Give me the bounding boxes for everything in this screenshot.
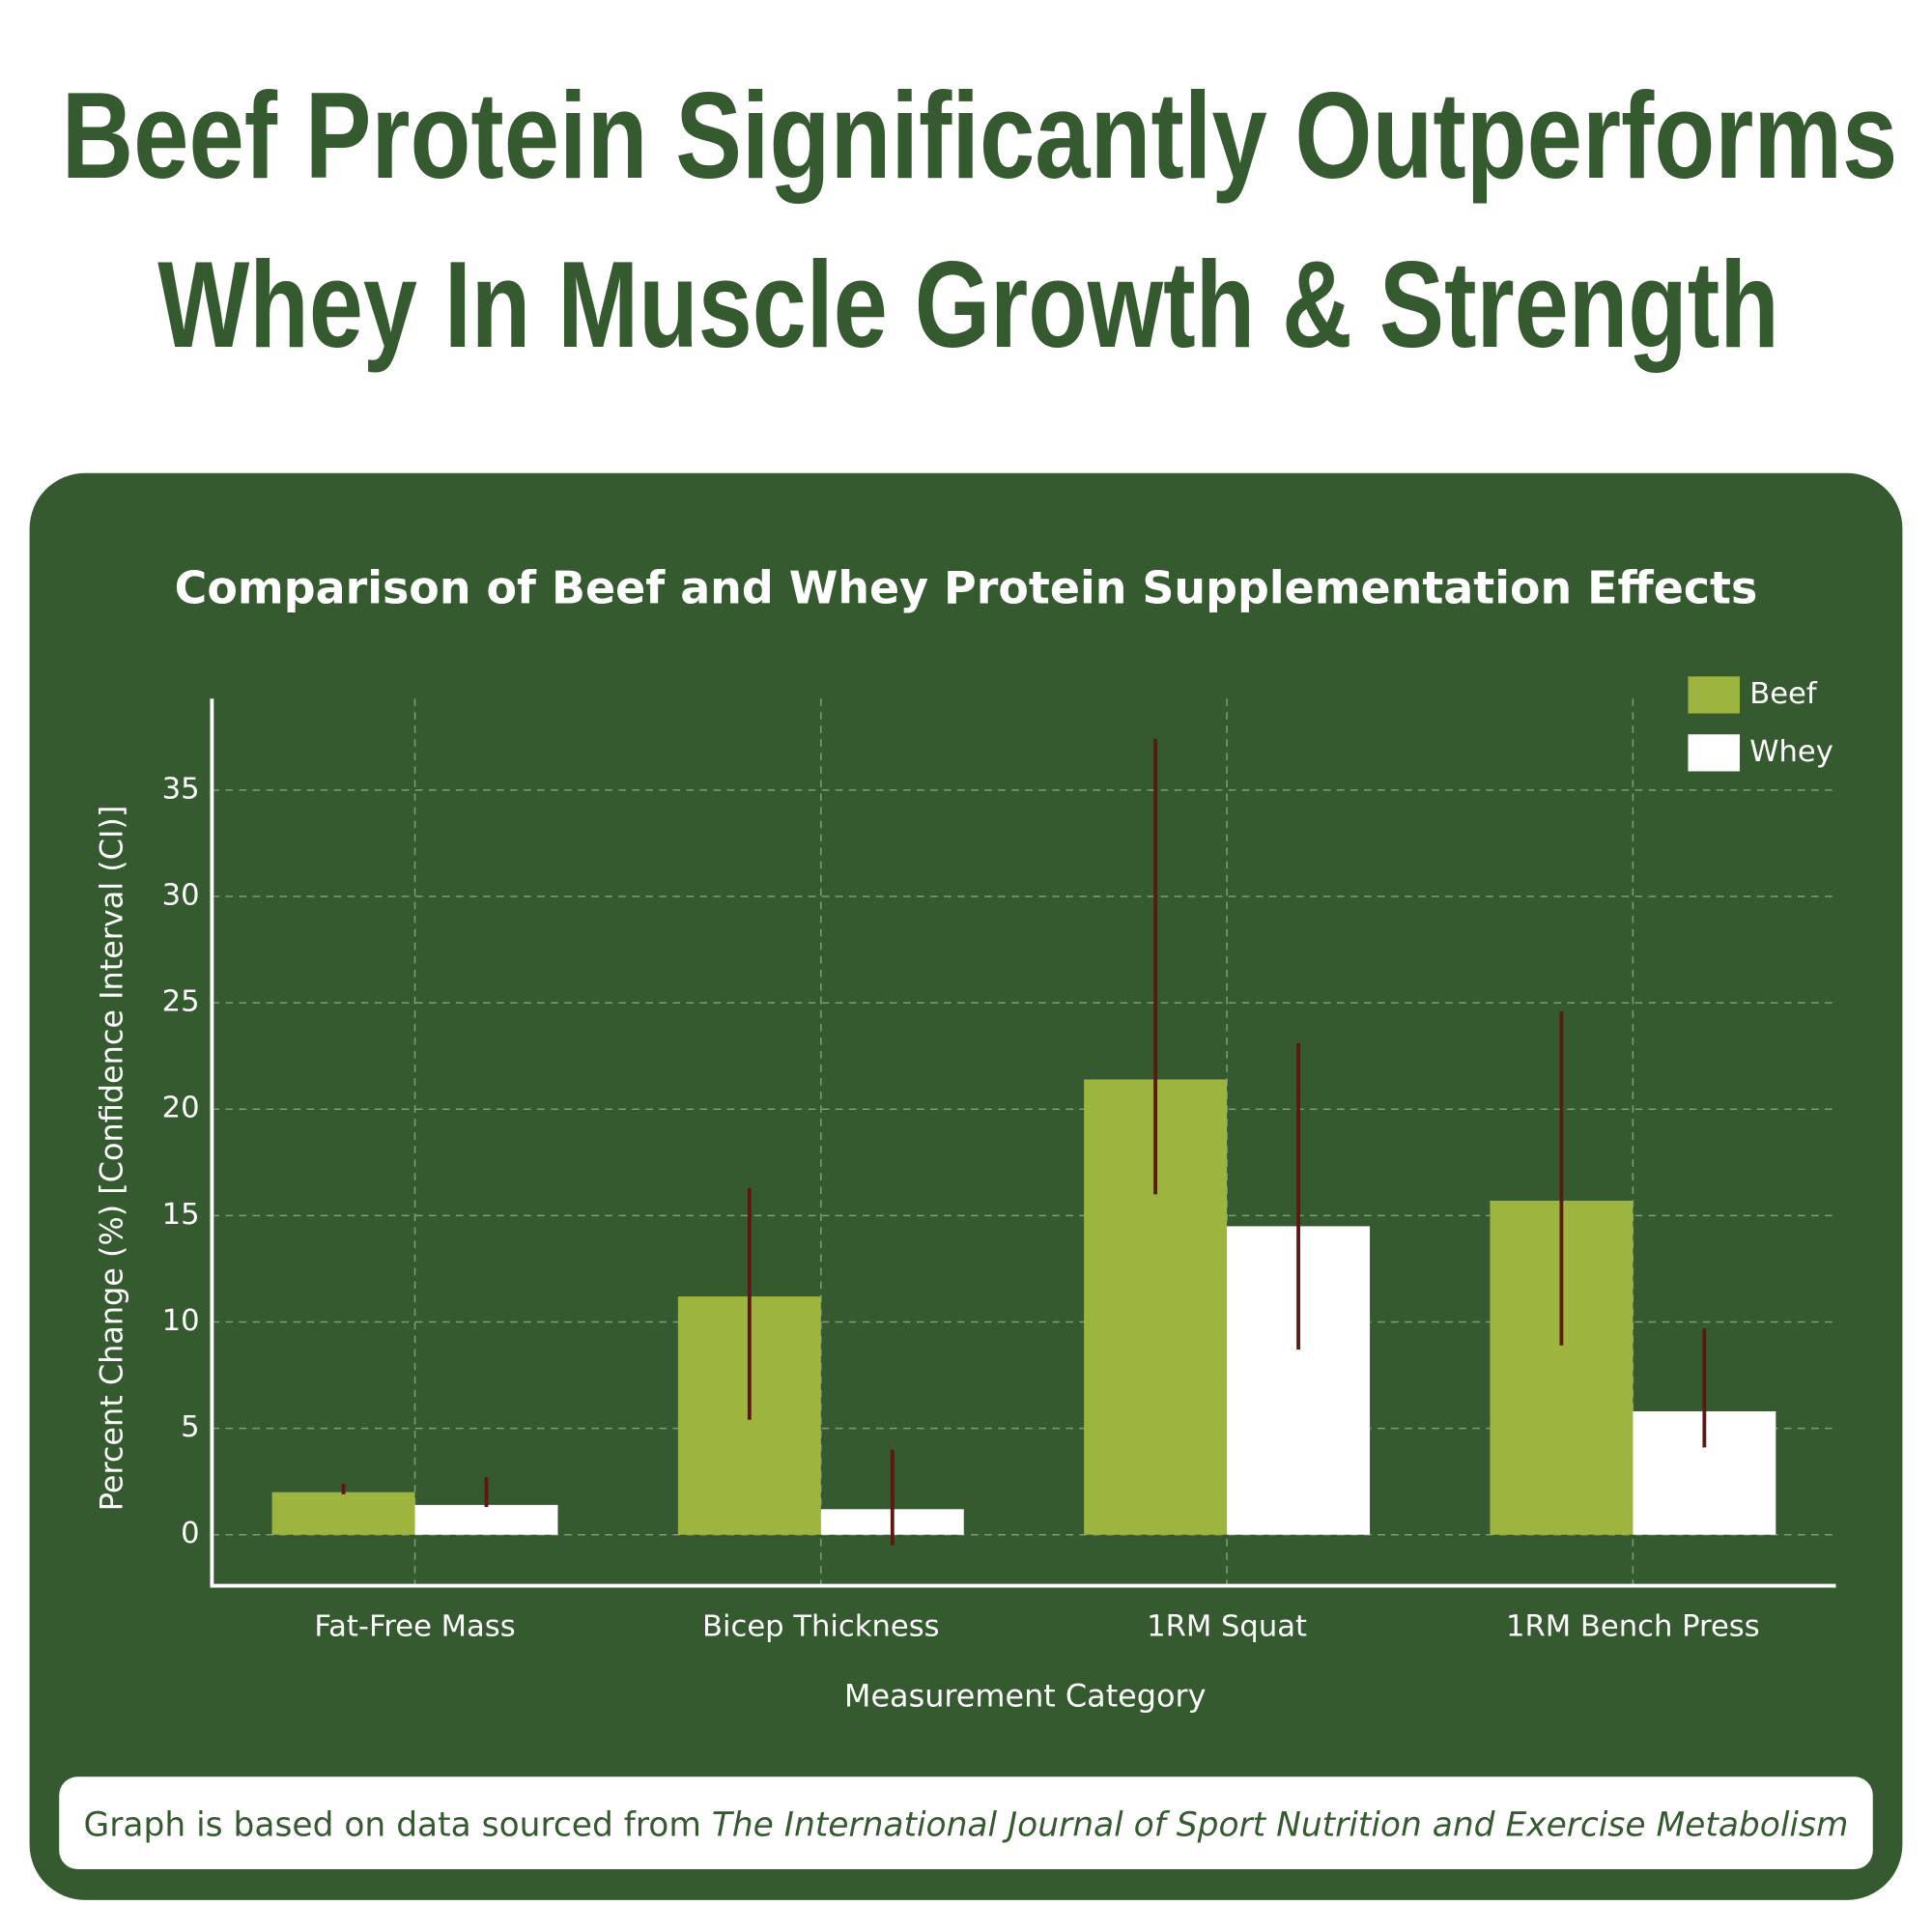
legend-label: Whey — [1749, 735, 1833, 769]
legend-swatch — [1688, 734, 1741, 772]
x-tick-label: 1RM Bench Press — [1506, 1609, 1760, 1643]
chart-panel — [29, 472, 1903, 1900]
y-tick-label: 30 — [162, 879, 200, 913]
footnote-text: Graph is based on data sourced from — [84, 1805, 701, 1844]
footnote-source: The International Journal of Sport Nutri… — [712, 1805, 1849, 1844]
chart-title: Comparison of Beef and Whey Protein Supp… — [175, 562, 1758, 614]
y-tick-label: 15 — [162, 1198, 200, 1232]
y-tick-label: 5 — [181, 1410, 199, 1444]
x-axis-title: Measurement Category — [844, 1678, 1207, 1715]
headline: Whey In Muscle Growth & Strength — [157, 237, 1779, 374]
y-tick-label: 35 — [162, 772, 200, 806]
legend-swatch — [1688, 676, 1741, 714]
x-tick-label: Fat-Free Mass — [314, 1609, 515, 1643]
y-tick-label: 25 — [162, 985, 200, 1019]
y-tick-label: 0 — [181, 1517, 199, 1550]
headline: Beef Protein Significantly Outperforms — [62, 68, 1898, 205]
plot: 0 5 10 15 20 25 30 35 Fat-Free Mass Bicep Thickne… — [162, 676, 1836, 1643]
x-tick-label: Bicep Thickness — [702, 1609, 940, 1643]
legend-label: Beef — [1749, 677, 1818, 711]
axis-line — [210, 698, 1836, 1588]
bar — [271, 1492, 415, 1535]
y-tick-label: 10 — [162, 1304, 200, 1338]
bar — [414, 1504, 558, 1535]
y-axis-title: Percent Change (%) [Confidence Interval … — [93, 806, 129, 1511]
footnote: Graph is based on data sourced from The … — [84, 1805, 1849, 1844]
y-tick-label: 20 — [162, 1092, 200, 1125]
x-tick-label: 1RM Squat — [1147, 1609, 1307, 1643]
footnote-box — [59, 1776, 1873, 1869]
